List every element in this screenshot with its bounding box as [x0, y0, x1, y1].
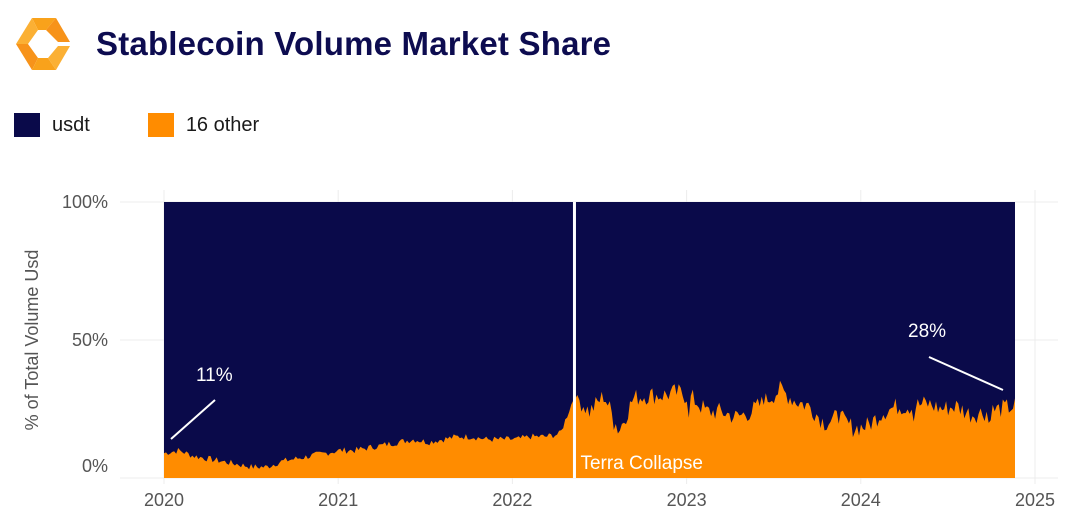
legend-item-other: 16 other: [147, 113, 260, 137]
x-tick-label: 2024: [841, 490, 881, 510]
legend-swatch-usdt: [14, 113, 40, 137]
annotation-28-percent: 28%: [908, 321, 946, 342]
x-axis: 2020 2021 2022 2023 2024 2025: [144, 490, 1055, 510]
x-tick-label: 2020: [144, 490, 184, 510]
x-tick-label: 2025: [1015, 490, 1055, 510]
x-tick-label: 2022: [492, 490, 532, 510]
y-tick-label: 100%: [62, 192, 108, 212]
legend-swatch-other: [147, 113, 174, 137]
legend-item-usdt: usdt: [14, 113, 90, 137]
y-axis-title: % of Total Volume Usd: [22, 250, 42, 431]
annotation-terra-collapse: Terra Collapse: [580, 453, 703, 474]
page-title: Stablecoin Volume Market Share: [96, 25, 612, 62]
x-tick-label: 2021: [318, 490, 358, 510]
annotations: 11% Terra Collapse 28%: [170, 321, 1004, 474]
legend-label-usdt: usdt: [52, 113, 90, 136]
other-area: [164, 380, 1015, 478]
annotation-11-percent: 11%: [196, 365, 233, 386]
annotation-28-percent-pointer: [928, 356, 1004, 391]
logo-icon: [16, 18, 70, 70]
y-axis: 0% 50% 100%: [62, 192, 108, 476]
annotation-11-percent-pointer: [170, 399, 216, 440]
y-tick-label: 0%: [82, 456, 108, 476]
y-tick-label: 50%: [72, 330, 108, 350]
x-tick-label: 2023: [667, 490, 707, 510]
legend-label-other: 16 other: [185, 113, 260, 136]
header: Stablecoin Volume Market Share: [12, 14, 611, 74]
legend: usdt 16 other: [14, 113, 317, 137]
